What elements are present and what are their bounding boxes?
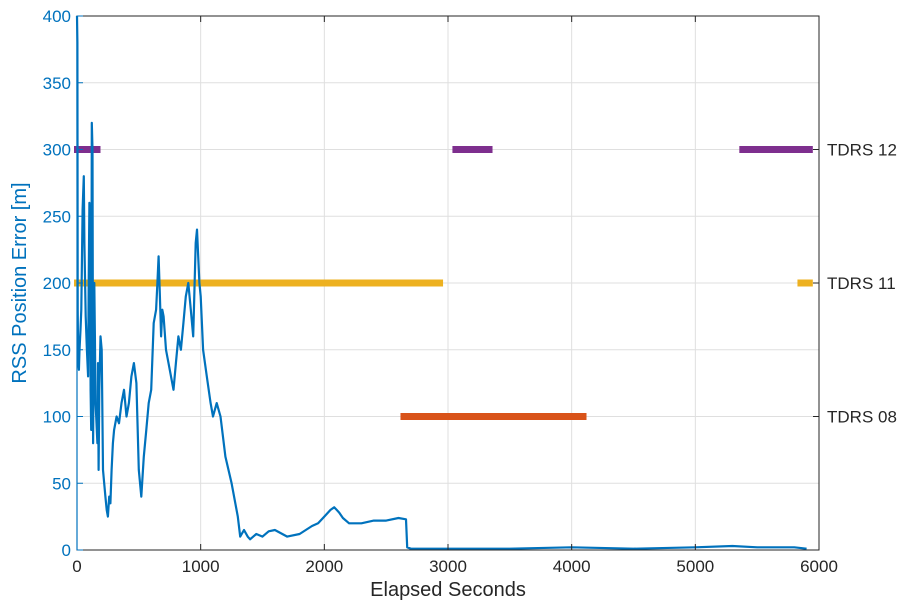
x-tick-label: 1000 [182,557,220,576]
x-tick-label: 5000 [676,557,714,576]
right-tick-label: TDRS 12 [827,141,897,160]
x-tick-label: 0 [72,557,81,576]
x-axis-label: Elapsed Seconds [370,579,526,601]
y-ticks: 0 50 100 150 200 250 300 350 400 [43,7,83,560]
right-tick-label: TDRS 08 [827,408,897,427]
x-tick-label: 3000 [429,557,467,576]
y-axis-label: RSS Position Error [m] [9,182,31,383]
right-tick-label: TDRS 11 [827,274,896,293]
y-tick-label: 400 [43,7,71,26]
y-tick-label: 250 [43,207,71,226]
y-tick-label: 100 [43,408,71,427]
y-tick-label: 0 [62,541,71,560]
y-tick-label: 50 [52,474,71,493]
y-tick-label: 150 [43,341,71,360]
rss-error-line [75,15,807,550]
rss-error-series [75,15,807,550]
tdrs-visibility-segments [74,146,813,420]
x-ticks: 0 1000 2000 3000 4000 5000 6000 [72,16,838,576]
y-tick-label: 200 [43,274,71,293]
x-tick-label: 4000 [553,557,591,576]
x-tick-label: 6000 [800,557,838,576]
y-tick-label: 350 [43,74,71,93]
right-axis-labels: TDRS 12 TDRS 11 TDRS 08 [813,141,897,427]
grid-lines [77,16,819,550]
y-tick-label: 300 [43,141,71,160]
x-tick-label: 2000 [305,557,343,576]
